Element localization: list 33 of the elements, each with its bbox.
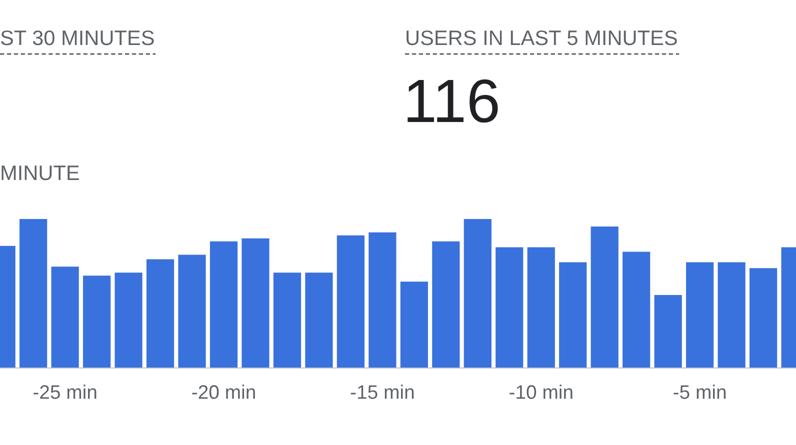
- bar: [590, 226, 618, 368]
- bar: [368, 232, 396, 368]
- bar: [496, 247, 524, 368]
- bar: [305, 272, 333, 368]
- bar: [400, 282, 428, 368]
- x-tick-label: -10 min: [510, 384, 572, 399]
- bar: [750, 268, 778, 368]
- bar: [432, 241, 460, 368]
- bar: [20, 219, 48, 368]
- bar: [686, 262, 714, 368]
- bar: [51, 266, 79, 368]
- bar: [82, 276, 111, 368]
- bar: [146, 259, 174, 368]
- bar: [242, 238, 270, 368]
- bar: [464, 219, 492, 368]
- x-tick-label: -20 min: [192, 384, 255, 399]
- x-tick-label: -25 min: [34, 384, 96, 399]
- bar: [622, 252, 650, 368]
- bar: [210, 241, 238, 368]
- bar: [718, 262, 746, 368]
- text: ST 30 MINUTES: [0, 30, 154, 46]
- text: 116: [408, 79, 498, 123]
- x-tick-label: -5 min: [674, 384, 726, 399]
- bar: [654, 294, 682, 368]
- bar: [273, 272, 302, 368]
- bar: [559, 262, 587, 368]
- bar: [336, 235, 365, 368]
- bar: [178, 254, 206, 368]
- x-tick-label: -15 min: [350, 384, 414, 399]
- bar: [527, 247, 555, 368]
- text: USERS IN LAST 5 MINUTES: [406, 30, 677, 46]
- text: MINUTE: [2, 166, 79, 180]
- bar: [114, 272, 142, 368]
